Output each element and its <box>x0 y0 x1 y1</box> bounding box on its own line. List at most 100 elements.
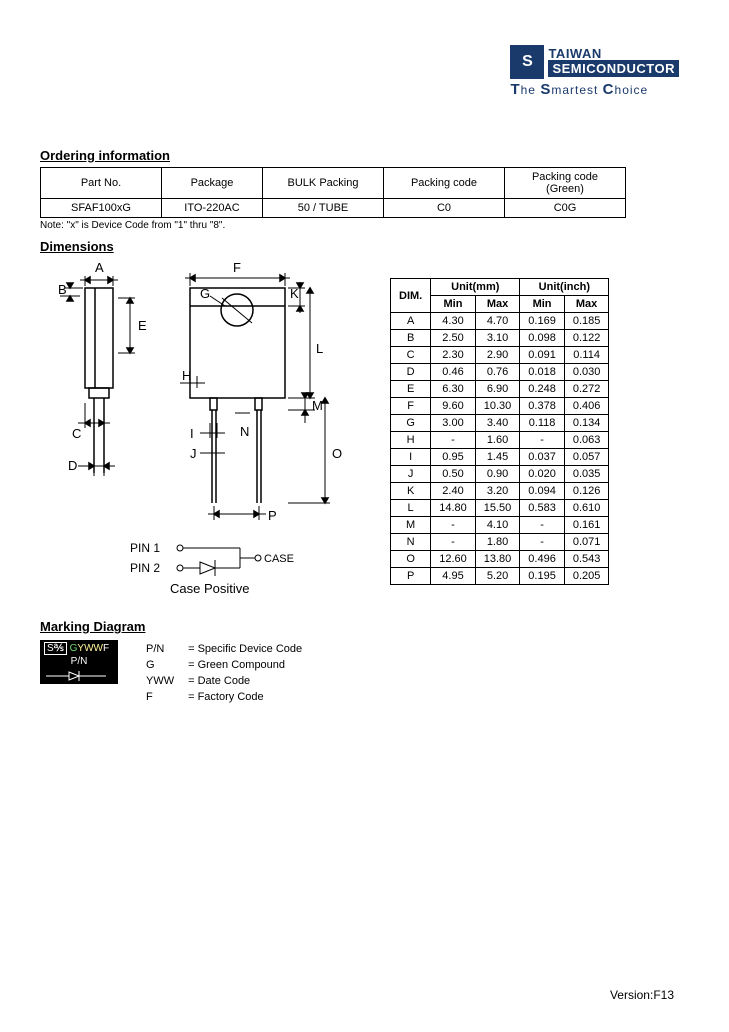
dim-cell: 0.091 <box>520 347 565 364</box>
ordering-header: BULK Packing <box>263 168 384 199</box>
dim-cell: 1.80 <box>475 534 520 551</box>
dim-cell: F <box>391 398 431 415</box>
dim-cell: L <box>391 500 431 517</box>
dim-cell: 0.543 <box>564 551 609 568</box>
svg-text:P: P <box>268 508 277 523</box>
svg-text:H: H <box>182 368 191 383</box>
dim-cell: 0.020 <box>520 466 565 483</box>
dim-cell: 3.10 <box>475 330 520 347</box>
ordering-header: Packing code <box>384 168 505 199</box>
svg-text:M: M <box>312 398 323 413</box>
svg-text:Case Positive: Case Positive <box>170 581 249 596</box>
dim-subheader: Max <box>475 296 520 313</box>
svg-text:G: G <box>200 286 210 301</box>
marking-chip: S℁ GYWWF P/N <box>40 640 118 684</box>
dim-cell: 2.90 <box>475 347 520 364</box>
dim-cell: 13.80 <box>475 551 520 568</box>
svg-text:O: O <box>332 446 342 461</box>
dim-cell: 0.248 <box>520 381 565 398</box>
legend-key: P/N <box>140 642 180 656</box>
dim-cell: 4.70 <box>475 313 520 330</box>
dim-header: Unit(mm) <box>431 279 520 296</box>
dim-cell: 10.30 <box>475 398 520 415</box>
dim-cell: 0.205 <box>564 568 609 585</box>
dim-cell: 0.018 <box>520 364 565 381</box>
svg-text:E: E <box>138 318 147 333</box>
dim-cell: 0.50 <box>431 466 476 483</box>
dim-cell: M <box>391 517 431 534</box>
legend-value: = Factory Code <box>182 690 308 704</box>
dim-cell: P <box>391 568 431 585</box>
ordering-cell: SFAF100xG <box>41 199 162 218</box>
version-label: Version:F13 <box>610 988 674 1002</box>
dim-cell: 0.583 <box>520 500 565 517</box>
svg-text:I: I <box>190 426 194 441</box>
dim-cell: 5.20 <box>475 568 520 585</box>
dim-cell: 3.00 <box>431 415 476 432</box>
svg-text:C: C <box>72 426 81 441</box>
dim-subheader: Min <box>520 296 565 313</box>
svg-text:F: F <box>233 260 241 275</box>
dim-subheader: Max <box>564 296 609 313</box>
dim-cell: 0.057 <box>564 449 609 466</box>
dim-cell: B <box>391 330 431 347</box>
package-drawing: A B C D E F G H I J K L M N O P <box>40 258 360 611</box>
dimensions-table: DIM. Unit(mm) Unit(inch) Min Max Min Max… <box>390 278 609 585</box>
dim-cell: C <box>391 347 431 364</box>
dim-cell: 0.030 <box>564 364 609 381</box>
dim-cell: 0.90 <box>475 466 520 483</box>
legend-value: = Specific Device Code <box>182 642 308 656</box>
dim-cell: 2.30 <box>431 347 476 364</box>
dim-cell: 0.406 <box>564 398 609 415</box>
dim-cell: 0.161 <box>564 517 609 534</box>
dim-cell: 0.76 <box>475 364 520 381</box>
logo-line1: TAIWAN <box>548 47 679 60</box>
dim-cell: E <box>391 381 431 398</box>
svg-text:L: L <box>316 341 323 356</box>
svg-text:PIN 1: PIN 1 <box>130 541 160 555</box>
dim-cell: 1.45 <box>475 449 520 466</box>
svg-text:B: B <box>58 282 67 297</box>
dim-cell: 4.95 <box>431 568 476 585</box>
logo-tagline: The Smartest Choice <box>510 81 679 98</box>
legend-value: = Date Code <box>182 674 308 688</box>
marking-title: Marking Diagram <box>40 619 689 634</box>
ordering-cell: C0 <box>384 199 505 218</box>
dim-cell: D <box>391 364 431 381</box>
dim-cell: 1.60 <box>475 432 520 449</box>
ordering-cell: C0G <box>505 199 626 218</box>
logo-line2: SEMICONDUCTOR <box>548 60 679 77</box>
dim-cell: 0.272 <box>564 381 609 398</box>
svg-text:K: K <box>290 286 299 301</box>
dim-cell: I <box>391 449 431 466</box>
dim-cell: 0.126 <box>564 483 609 500</box>
dim-cell: 0.185 <box>564 313 609 330</box>
svg-text:PIN 2: PIN 2 <box>130 561 160 575</box>
dim-cell: 0.035 <box>564 466 609 483</box>
svg-text:A: A <box>95 260 104 275</box>
dim-cell: 0.46 <box>431 364 476 381</box>
dim-cell: K <box>391 483 431 500</box>
dim-cell: 4.30 <box>431 313 476 330</box>
ordering-note: Note: "x" is Device Code from "1" thru "… <box>40 220 689 231</box>
dim-cell: A <box>391 313 431 330</box>
dim-cell: - <box>431 517 476 534</box>
ordering-header: Part No. <box>41 168 162 199</box>
dim-cell: J <box>391 466 431 483</box>
logo-icon: S <box>510 45 544 79</box>
legend-key: F <box>140 690 180 704</box>
svg-text:J: J <box>190 446 197 461</box>
dim-cell: 0.195 <box>520 568 565 585</box>
ordering-cell: ITO-220AC <box>162 199 263 218</box>
legend-value: = Green Compound <box>182 658 308 672</box>
svg-text:N: N <box>240 424 249 439</box>
dim-cell: G <box>391 415 431 432</box>
dim-cell: 0.071 <box>564 534 609 551</box>
company-logo: S TAIWAN SEMICONDUCTOR The Smartest Choi… <box>510 45 679 98</box>
legend-key: G <box>140 658 180 672</box>
dim-cell: 0.118 <box>520 415 565 432</box>
ordering-title: Ordering information <box>40 148 689 163</box>
dim-cell: 0.95 <box>431 449 476 466</box>
dim-cell: - <box>431 432 476 449</box>
dim-cell: 0.063 <box>564 432 609 449</box>
